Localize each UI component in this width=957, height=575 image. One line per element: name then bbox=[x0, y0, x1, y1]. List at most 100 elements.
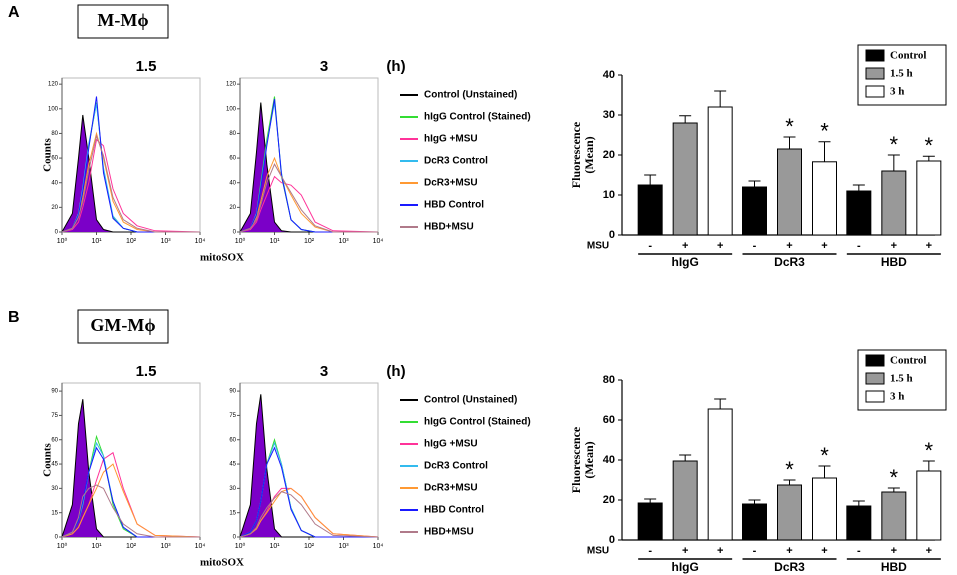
legend-label: hIgG +MSU bbox=[424, 134, 478, 145]
msu-sign: - bbox=[753, 240, 757, 252]
y-tick-label: 80 bbox=[603, 374, 615, 386]
y-tick-label: 0 bbox=[233, 535, 237, 541]
msu-sign: + bbox=[786, 240, 792, 252]
y-axis-label: Fluorescence bbox=[569, 121, 583, 188]
significance-marker: * bbox=[925, 438, 934, 463]
histogram-curve bbox=[61, 134, 200, 233]
y-tick-label: 40 bbox=[229, 180, 236, 186]
y-tick-label: 30 bbox=[51, 486, 58, 492]
x-tick-label: 10¹ bbox=[91, 543, 102, 550]
error-bar bbox=[887, 487, 900, 492]
bar bbox=[672, 460, 698, 541]
histogram-curve bbox=[61, 463, 201, 538]
legend-swatch bbox=[865, 354, 885, 367]
y-tick-label: 20 bbox=[51, 205, 58, 211]
panel-title: M-Mϕ bbox=[97, 10, 148, 30]
error-bar bbox=[714, 90, 727, 107]
title-box bbox=[77, 309, 169, 344]
y-tick-label: 120 bbox=[226, 82, 237, 88]
x-axis-label: mitoSOX bbox=[200, 252, 244, 264]
legend-label: DcR3+MSU bbox=[424, 178, 478, 189]
title-unit: (h) bbox=[386, 58, 405, 75]
y-tick-label: 60 bbox=[603, 414, 615, 426]
y-axis-label: (Mean) bbox=[582, 441, 596, 478]
msu-sign: + bbox=[821, 545, 827, 557]
y-tick-label: 0 bbox=[233, 230, 237, 236]
legend-label: HBD+MSU bbox=[424, 222, 474, 233]
legend-label: DcR3 Control bbox=[424, 461, 488, 472]
error-bar bbox=[748, 499, 761, 504]
error-bar bbox=[783, 136, 796, 149]
bar bbox=[812, 161, 837, 236]
msu-sign: + bbox=[891, 240, 897, 252]
significance-marker: * bbox=[925, 133, 934, 158]
error-bar bbox=[922, 460, 935, 471]
histogram-curve bbox=[61, 399, 200, 538]
msu-sign: - bbox=[857, 545, 861, 557]
histogram-curve bbox=[61, 96, 200, 233]
bar bbox=[846, 505, 872, 541]
x-tick-label: 10¹ bbox=[91, 238, 102, 245]
chart-title: 1.5 bbox=[136, 363, 157, 380]
error-bar bbox=[818, 141, 831, 162]
y-tick-label: 20 bbox=[603, 494, 615, 506]
y-tick-label: 100 bbox=[226, 106, 237, 112]
legend-swatch bbox=[865, 372, 885, 385]
x-tick-label: DcR3 bbox=[774, 560, 805, 574]
chart-title: 3 bbox=[320, 363, 328, 380]
error-bar bbox=[748, 180, 761, 187]
legend-label: HBD Control bbox=[424, 505, 484, 516]
msu-sign: - bbox=[648, 240, 652, 252]
legend-label: Control bbox=[890, 50, 926, 62]
bar bbox=[742, 503, 767, 541]
error-bar bbox=[644, 174, 657, 185]
msu-sign: - bbox=[753, 545, 757, 557]
error-bar bbox=[887, 154, 900, 171]
bar bbox=[707, 408, 733, 541]
x-tick-label: HBD bbox=[881, 560, 907, 574]
histogram-curve bbox=[61, 114, 200, 233]
y-tick-label: 0 bbox=[609, 229, 615, 241]
y-tick-label: 80 bbox=[229, 131, 236, 137]
x-tick-label: 10⁰ bbox=[57, 542, 68, 550]
x-tick-label: HBD bbox=[881, 255, 907, 269]
y-tick-label: 15 bbox=[229, 510, 236, 516]
bar bbox=[707, 106, 733, 236]
bar bbox=[672, 122, 698, 236]
bar bbox=[881, 170, 907, 236]
significance-marker: * bbox=[785, 114, 794, 139]
legend-label: 3 h bbox=[890, 86, 904, 98]
x-tick-label: 10⁰ bbox=[235, 237, 246, 245]
error-bar bbox=[679, 454, 692, 461]
msu-sign: + bbox=[786, 545, 792, 557]
msu-sign: + bbox=[891, 545, 897, 557]
y-tick-label: 45 bbox=[229, 462, 236, 468]
x-tick-label: 10¹ bbox=[269, 543, 280, 550]
x-tick-label: 10² bbox=[126, 543, 137, 550]
x-tick-label: 10³ bbox=[160, 238, 171, 245]
histogram-curve bbox=[61, 138, 201, 233]
y-tick-label: 40 bbox=[51, 180, 58, 186]
x-tick-label: 10² bbox=[304, 238, 315, 245]
legend-label: 3 h bbox=[890, 391, 904, 403]
legend-label: Control bbox=[890, 355, 926, 367]
legend-label: DcR3+MSU bbox=[424, 483, 478, 494]
histogram-curve bbox=[61, 446, 200, 538]
y-tick-label: 30 bbox=[229, 486, 236, 492]
histogram-curve bbox=[239, 491, 379, 538]
error-bar bbox=[818, 465, 831, 478]
chart-title: 1.5 bbox=[136, 58, 157, 75]
x-tick-label: DcR3 bbox=[774, 255, 805, 269]
y-tick-label: 0 bbox=[609, 534, 615, 546]
y-tick-label: 90 bbox=[51, 389, 58, 395]
x-tick-label: 10⁴ bbox=[195, 543, 206, 550]
histogram-curve bbox=[239, 156, 378, 233]
y-tick-label: 10 bbox=[603, 189, 615, 201]
legend-swatch bbox=[865, 49, 885, 62]
error-bar bbox=[852, 500, 865, 506]
y-tick-label: 60 bbox=[229, 437, 236, 443]
histogram-curve bbox=[239, 446, 378, 538]
x-tick-label: hIgG bbox=[672, 560, 699, 574]
legend-label: hIgG Control (Stained) bbox=[424, 417, 531, 428]
x-tick-label: hIgG bbox=[672, 255, 699, 269]
